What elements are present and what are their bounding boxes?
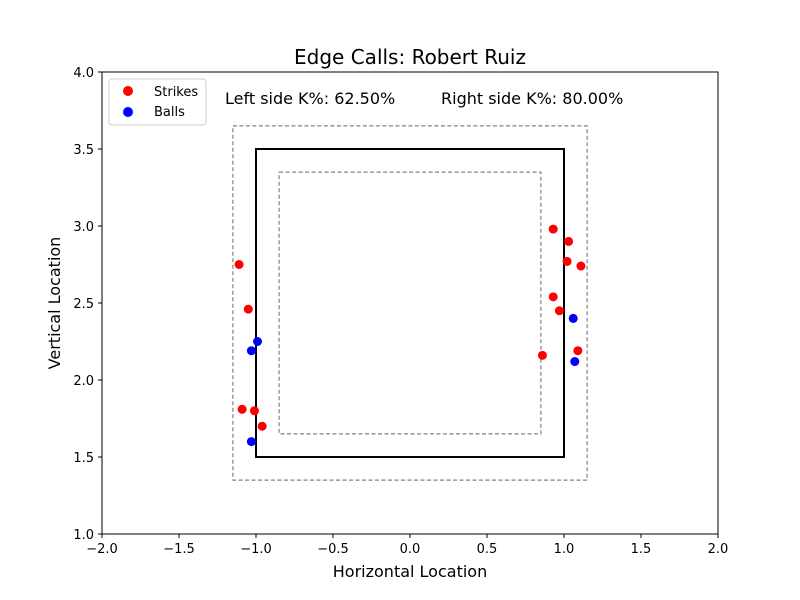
x-tick-label: 0.5 xyxy=(477,542,498,557)
x-tick-label: 1.5 xyxy=(631,542,652,557)
y-axis-label: Vertical Location xyxy=(45,237,64,370)
y-tick-label: 3.0 xyxy=(73,220,94,235)
legend-label-balls: Balls xyxy=(154,105,185,120)
zone-boxes xyxy=(232,125,588,481)
x-tick-label: −1.0 xyxy=(240,542,272,557)
y-tick-label: 1.0 xyxy=(73,528,94,543)
balls-point xyxy=(568,313,578,323)
balls-point xyxy=(570,357,580,367)
strikes-point xyxy=(576,261,586,271)
x-tick-label: −2.0 xyxy=(86,542,118,557)
left-side-k-annotation: Left side K%: 62.50% xyxy=(225,89,395,108)
inner-edge-box xyxy=(278,171,542,435)
strikes-point xyxy=(554,306,564,316)
y-tick-label: 4.0 xyxy=(73,66,94,81)
strikes-point xyxy=(537,350,547,360)
x-axis-ticks: −2.0 −1.5 −1.0 −0.5 0.0 0.5 1.0 1.5 2.0 xyxy=(86,534,728,557)
y-axis-ticks: 1.0 1.5 2.0 2.5 3.0 3.5 4.0 xyxy=(73,66,102,543)
y-tick-label: 2.0 xyxy=(73,374,94,389)
legend-label-strikes: Strikes xyxy=(154,85,198,100)
balls-point xyxy=(253,337,263,346)
strikes-point xyxy=(234,260,244,269)
x-tick-label: 1.0 xyxy=(554,542,575,557)
balls-point xyxy=(246,346,256,356)
x-tick-label: 2.0 xyxy=(708,542,729,557)
strike-zone-box xyxy=(255,148,565,458)
right-side-k-annotation: Right side K%: 80.00% xyxy=(441,89,623,108)
strikes-point xyxy=(249,406,259,416)
legend-marker-balls xyxy=(123,107,133,117)
chart-title: Edge Calls: Robert Ruiz xyxy=(294,45,526,69)
y-tick-label: 3.5 xyxy=(73,143,94,158)
x-tick-label: −1.5 xyxy=(163,542,195,557)
legend: Strikes Balls xyxy=(108,78,207,126)
strikes-point xyxy=(243,304,253,314)
strikes-point xyxy=(564,236,574,246)
strikes-point xyxy=(548,224,558,234)
strikes-point xyxy=(237,404,247,414)
balls-point xyxy=(246,437,256,447)
data-points xyxy=(234,224,586,447)
legend-box xyxy=(108,78,207,126)
y-tick-label: 1.5 xyxy=(73,451,94,466)
plot-frame xyxy=(101,71,719,535)
y-tick-label: 2.5 xyxy=(73,297,94,312)
plot-area xyxy=(101,71,719,535)
x-axis-label: Horizontal Location xyxy=(333,562,487,581)
strikes-point xyxy=(257,421,267,431)
x-tick-label: 0.0 xyxy=(400,542,421,557)
x-tick-label: −0.5 xyxy=(317,542,349,557)
strikes-point xyxy=(548,292,558,302)
outer-edge-box xyxy=(232,125,588,481)
strikes-point xyxy=(573,346,583,356)
legend-marker-strikes xyxy=(123,86,133,96)
strikes-point xyxy=(562,256,572,266)
